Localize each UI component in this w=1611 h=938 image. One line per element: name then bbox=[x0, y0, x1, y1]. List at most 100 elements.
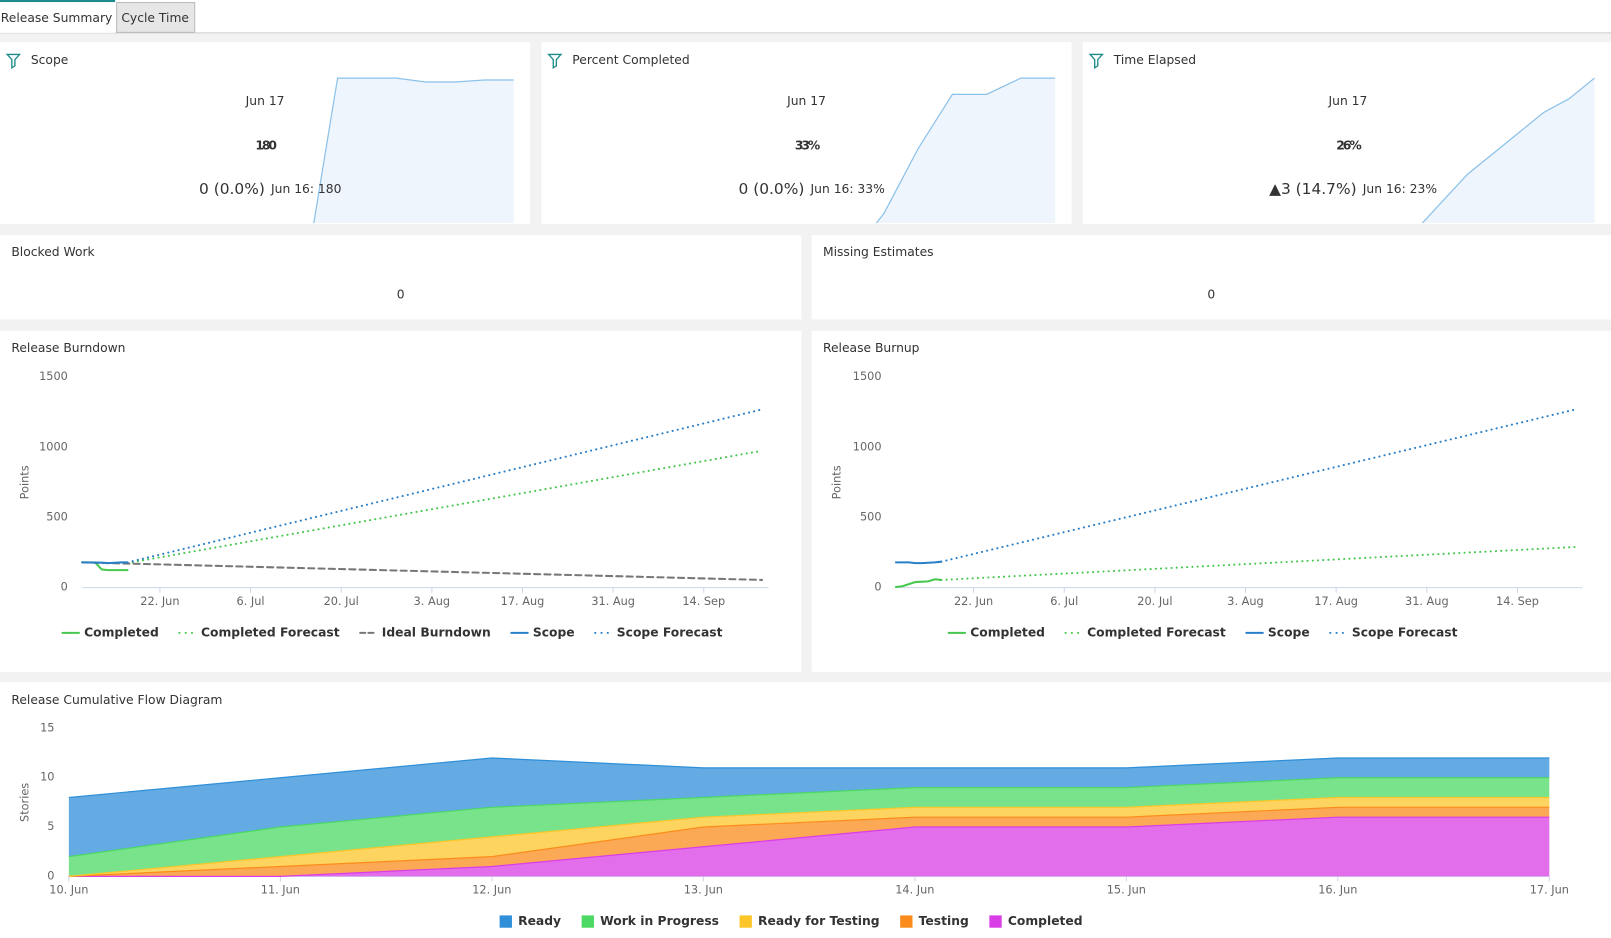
card-title: Scope bbox=[31, 53, 69, 67]
x-tick-label: 16. Jun bbox=[1318, 884, 1357, 897]
card bbox=[0, 330, 802, 672]
x-tick-label: 3. Aug bbox=[1227, 595, 1263, 608]
x-tick-label: 17. Jun bbox=[1530, 884, 1569, 897]
card-title: Time Elapsed bbox=[1113, 53, 1196, 67]
y-tick-label: 0 bbox=[61, 581, 68, 594]
sparkline-area bbox=[1422, 78, 1595, 223]
legend-swatch bbox=[499, 915, 512, 928]
legend-label: Ideal Burndown bbox=[382, 625, 491, 639]
kpi-change-line: 0 (0.0%) Jun 16: 180 bbox=[199, 180, 342, 198]
legend: Completed Completed Forecast Ideal Burndow… bbox=[61, 625, 723, 639]
y-tick-label: 5 bbox=[47, 820, 54, 833]
card-title: Blocked Work bbox=[11, 245, 95, 259]
filter-icon bbox=[5, 53, 22, 70]
card-title: Missing Estimates bbox=[823, 245, 934, 259]
card-title: Percent Completed bbox=[572, 53, 689, 67]
kpi-previous: Jun 16: 33% bbox=[810, 182, 886, 196]
y-tick-label: 0 bbox=[874, 581, 881, 594]
tab-label[interactable]: Release Summary bbox=[1, 11, 113, 25]
x-tick-label: 12. Jun bbox=[472, 884, 511, 897]
kpi-previous: Jun 16: 180 bbox=[270, 182, 342, 196]
tab-label[interactable]: Cycle Time bbox=[121, 11, 189, 25]
x-tick-label: 20. Jul bbox=[324, 595, 359, 608]
y-tick-label: 15 bbox=[40, 721, 54, 734]
legend-swatch bbox=[900, 915, 913, 928]
x-tick-label: 15. Jun bbox=[1107, 884, 1146, 897]
series-line bbox=[894, 560, 943, 565]
y-tick-label: 1500 bbox=[39, 370, 68, 383]
x-tick-label: 31. Aug bbox=[1405, 595, 1449, 608]
y-tick-label: 0 bbox=[47, 869, 54, 882]
x-tick-label: 14. Sep bbox=[1496, 595, 1539, 608]
kpi-date: Jun 17 bbox=[786, 94, 826, 108]
legend-swatch bbox=[739, 915, 752, 928]
area-edge bbox=[68, 777, 1550, 858]
area-edge bbox=[68, 796, 1550, 877]
y-tick-label: 500 bbox=[46, 510, 68, 523]
count-value: 0 bbox=[397, 287, 405, 301]
sparkline-area bbox=[313, 78, 514, 223]
chart-title: Release Burndown bbox=[11, 341, 125, 355]
y-axis-label: Points bbox=[19, 465, 32, 499]
kpi-date: Jun 17 bbox=[245, 94, 285, 108]
x-tick-label: 14. Jun bbox=[895, 884, 934, 897]
legend-label: Scope bbox=[1268, 625, 1310, 639]
legend-label: Ready bbox=[518, 914, 561, 928]
kpi-previous: Jun 16: 23% bbox=[1362, 182, 1438, 196]
x-tick-label: 17. Aug bbox=[501, 595, 545, 608]
area-edge bbox=[68, 757, 1550, 799]
legend-label: Completed Forecast bbox=[201, 625, 340, 639]
x-tick-label: 11. Jun bbox=[261, 884, 300, 897]
count-value: 0 bbox=[1207, 287, 1215, 301]
y-axis-label: Points bbox=[830, 465, 843, 499]
x-tick-label: 31. Aug bbox=[591, 595, 635, 608]
tab-active-indicator bbox=[0, 0, 116, 3]
y-tick-label: 500 bbox=[860, 510, 882, 523]
kpi-value: 26% bbox=[1336, 138, 1361, 152]
x-tick-label: 17. Aug bbox=[1314, 595, 1358, 608]
legend-swatch bbox=[989, 915, 1002, 928]
chart-title: Release Cumulative Flow Diagram bbox=[11, 693, 222, 707]
tab[interactable] bbox=[116, 2, 196, 33]
kpi-change-line: ▲3 (14.7%) Jun 16: 23% bbox=[1269, 180, 1437, 198]
sparkline bbox=[1421, 77, 1595, 223]
area-edge bbox=[68, 816, 1550, 877]
kpi-change: 0 (0.0%) bbox=[199, 180, 265, 198]
series-line bbox=[940, 545, 1577, 581]
y-tick-label: 1500 bbox=[853, 370, 882, 383]
legend-label: Work in Progress bbox=[600, 914, 719, 928]
sparkline bbox=[313, 77, 514, 223]
legend-label: Scope Forecast bbox=[617, 625, 723, 639]
tab-active[interactable] bbox=[0, 1, 116, 33]
legend-label: Completed bbox=[1008, 914, 1083, 928]
x-tick-label: 20. Jul bbox=[1137, 595, 1172, 608]
filter-icon bbox=[547, 53, 563, 70]
kpi-change-line: 0 (0.0%) Jun 16: 33% bbox=[739, 180, 886, 198]
x-tick-label: 14. Sep bbox=[682, 595, 725, 608]
filter-icon bbox=[1088, 53, 1104, 70]
series-line bbox=[81, 561, 764, 581]
x-tick-label: 6. Jul bbox=[1050, 595, 1078, 608]
legend-label: Scope Forecast bbox=[1352, 625, 1458, 639]
stacked-area bbox=[68, 758, 1550, 857]
kpi-date: Jun 17 bbox=[1328, 94, 1368, 108]
x-tick-label: 22. Jun bbox=[954, 595, 993, 608]
card bbox=[811, 330, 1611, 672]
x-tick-label: 6. Jul bbox=[237, 595, 265, 608]
kpi-change: ▲3 (14.7%) bbox=[1269, 180, 1357, 198]
legend-label: Completed bbox=[84, 625, 159, 639]
legend-label: Scope bbox=[533, 625, 575, 639]
y-tick-label: 10 bbox=[40, 771, 54, 784]
stacked-area bbox=[68, 797, 1550, 877]
card bbox=[0, 235, 802, 320]
card bbox=[811, 235, 1611, 320]
stacked-area bbox=[68, 777, 1550, 877]
x-tick-label: 13. Jun bbox=[684, 884, 723, 897]
x-tick-label: 3. Aug bbox=[414, 595, 450, 608]
legend-label: Completed bbox=[970, 625, 1045, 639]
y-axis-label: Stories bbox=[19, 783, 32, 822]
tab-bar bbox=[0, 0, 1611, 33]
kpi-value: 33% bbox=[795, 138, 820, 152]
